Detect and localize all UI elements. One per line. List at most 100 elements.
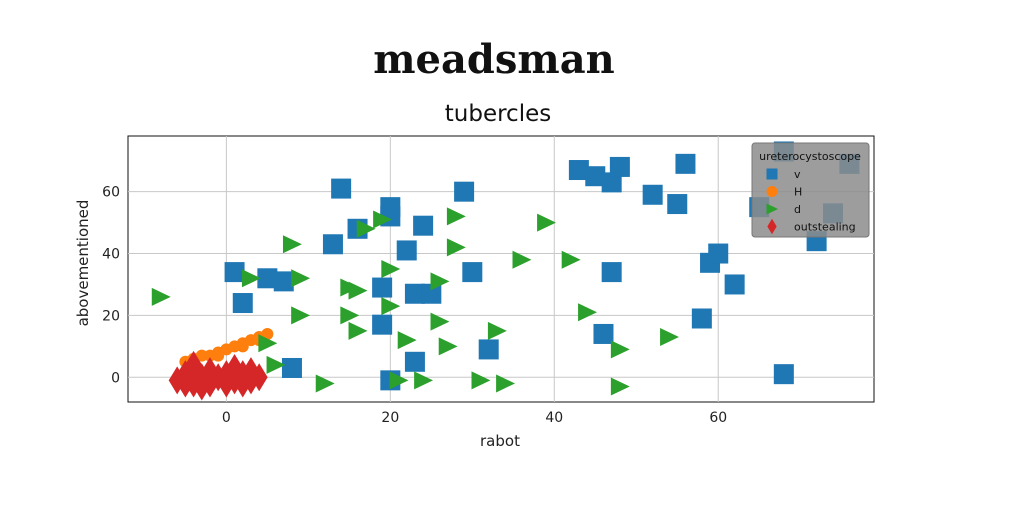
legend-entry: v: [794, 168, 801, 181]
data-point: [724, 274, 745, 295]
data-point: [176, 369, 194, 398]
data-point: [257, 268, 278, 289]
data-point: [291, 269, 311, 288]
data-point: [322, 234, 343, 255]
data-point: [261, 327, 274, 340]
data-point: [372, 314, 393, 335]
data-point: [266, 355, 286, 374]
data-point: [578, 303, 597, 322]
x-axis-label: rabot: [480, 432, 520, 450]
y-tick-label: 60: [102, 185, 120, 201]
data-point: [315, 374, 335, 393]
chart-title: meadsman: [373, 36, 615, 83]
x-tick-label: 40: [545, 410, 563, 426]
data-point: [195, 349, 208, 362]
data-point: [273, 271, 294, 292]
data-point: [242, 366, 260, 395]
data-point: [291, 306, 311, 325]
data-point: [430, 272, 450, 291]
data-point: [151, 287, 171, 306]
data-point: [642, 184, 663, 205]
legend-entry: d: [794, 203, 801, 216]
data-point: [675, 153, 696, 174]
data-point: [404, 283, 425, 304]
legend-marker: [766, 186, 778, 197]
legend-entry: H: [794, 186, 802, 199]
data-point: [372, 277, 393, 298]
data-point: [691, 308, 712, 329]
data-point: [241, 269, 261, 288]
data-point: [232, 293, 253, 314]
data-point: [340, 306, 360, 325]
data-point: [660, 328, 679, 347]
legend-marker: [767, 218, 777, 235]
data-point: [421, 283, 442, 304]
data-point: [446, 207, 466, 226]
data-point: [478, 339, 499, 360]
data-point: [585, 166, 606, 187]
y-tick-label: 0: [111, 370, 120, 386]
data-point: [496, 374, 515, 393]
legend: ureterocystoscope vHd outstealing: [751, 142, 870, 238]
data-point: [773, 364, 794, 385]
data-point: [404, 351, 425, 372]
data-point: [471, 371, 491, 390]
data-point: [413, 215, 434, 236]
data-point: [397, 331, 417, 350]
chart-subtitle: tubercles: [445, 101, 551, 127]
legend-entry: outstealing: [794, 221, 856, 234]
data-point: [193, 372, 211, 401]
data-point: [609, 156, 630, 177]
x-tick-label: 0: [222, 410, 231, 426]
legend-title: ureterocystoscope: [759, 150, 861, 163]
data-point: [224, 262, 245, 283]
legend-marker: [766, 168, 778, 180]
tick-labels: 0 20 40 60 0 20 40 60: [102, 185, 727, 426]
data-point: [281, 357, 302, 378]
data-point: [381, 260, 401, 278]
data-point: [601, 262, 622, 283]
legend-marker: [766, 203, 779, 215]
y-tick-label: 40: [102, 247, 120, 263]
series-d: [151, 207, 679, 396]
data-point: [348, 281, 368, 300]
data-point: [487, 321, 507, 340]
data-point: [561, 250, 581, 269]
data-point: [593, 323, 614, 344]
data-point: [389, 371, 409, 390]
data-point: [708, 243, 729, 264]
data-point: [537, 213, 556, 232]
y-tick-label: 20: [102, 308, 120, 324]
data-point: [356, 219, 376, 238]
series-outstealing: [168, 350, 268, 401]
data-point: [601, 172, 622, 193]
x-tick-label: 20: [381, 410, 399, 426]
data-point: [568, 160, 589, 181]
plot-frame: [127, 135, 875, 403]
data-point: [373, 210, 393, 229]
data-point: [667, 194, 688, 215]
data-point: [348, 321, 368, 340]
legend-box: [751, 142, 870, 238]
data-point: [282, 235, 302, 254]
plot-area: 0 20 40 60 0 20 40 60: [102, 135, 875, 426]
y-axis-label: abovementioned: [74, 200, 92, 327]
data-point: [610, 340, 630, 359]
data-point: [250, 363, 268, 392]
data-point: [454, 181, 475, 202]
data-point: [512, 250, 532, 269]
data-point: [258, 334, 278, 353]
data-point: [438, 337, 458, 356]
data-point: [212, 349, 225, 362]
x-tick-label: 60: [709, 410, 727, 426]
data-point: [414, 371, 434, 390]
data-point: [396, 240, 417, 261]
data-point: [331, 178, 352, 199]
data-point: [462, 262, 483, 283]
data-point: [446, 238, 466, 257]
data-point: [610, 377, 630, 396]
data-point: [430, 312, 450, 331]
data-point: [381, 297, 401, 316]
data-point: [236, 340, 249, 353]
